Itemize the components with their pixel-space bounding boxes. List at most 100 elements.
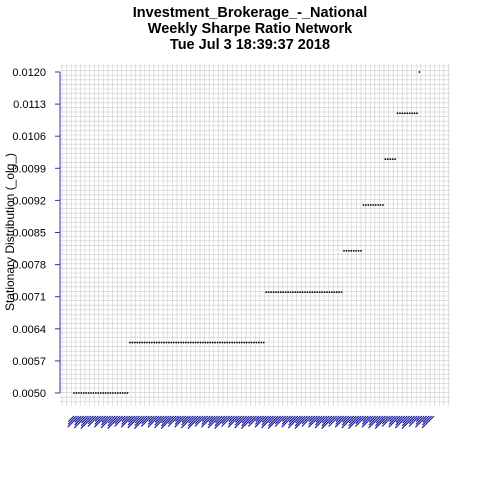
y-tick-label: 0.0085 [12,228,46,240]
data-point [129,341,131,344]
data-point [126,392,129,394]
x-tick-label-mark [394,415,408,429]
x-tick-label-mark [120,415,133,428]
data-point [416,112,418,115]
chart-title: Investment_Brokerage_-_National Weekly S… [0,5,480,53]
x-tick-label-mark [361,415,372,425]
x-tick-label-mark [160,415,175,430]
x-tick-label-mark [87,415,97,425]
data-point [262,341,265,344]
x-tick-label-mark [335,415,345,425]
x-tick-label-mark [141,415,150,425]
data-point [321,291,324,294]
data-point [289,291,292,294]
data-point [136,341,139,344]
data-point [367,204,370,206]
data-point [121,392,124,394]
y-tick-label: 0.0050 [12,388,46,400]
x-tick-label-mark [127,415,141,429]
x-tick-label-mark [294,415,308,430]
data-point [282,291,285,294]
x-tick-label-mark [154,415,162,423]
x-tick-label-mark [301,415,313,427]
x-tick-label-mark [281,415,294,428]
x-tick-label-mark [240,415,255,430]
data-point [372,204,375,206]
data-point [292,291,294,294]
data-point [330,291,333,294]
x-tick-label-mark [375,415,384,424]
data-point [255,341,258,344]
data-point [189,341,192,344]
x-tick-label-mark [268,415,279,427]
data-point [284,291,287,294]
x-tick-label-mark [382,415,391,425]
x-tick-label-mark [388,415,398,425]
data-point [73,392,75,394]
data-point [102,392,105,394]
x-tick-label-mark [214,415,223,424]
x-tick-label-mark [268,415,277,424]
data-point [248,341,251,344]
x-tick-label-mark [328,415,338,425]
x-tick-label-mark [234,415,245,426]
x-tick-label-mark [168,415,177,425]
data-point [165,341,168,344]
x-tick-label-mark [388,415,401,428]
data-point [94,392,97,394]
data-point [153,341,156,344]
x-tick-label-mark [235,415,243,423]
data-point [333,291,336,294]
x-tick-label-mark [401,415,413,427]
x-tick-label-mark [421,415,435,429]
data-point [116,392,119,394]
data-point [221,341,224,344]
x-tick-label-mark [295,415,304,424]
data-point [199,341,202,344]
y-tick-label: 0.0057 [12,356,46,368]
x-tick-label-mark [228,415,235,423]
x-tick-label-mark [374,415,389,430]
data-point [403,112,406,115]
x-tick-label-mark [342,415,350,423]
y-tick-label: 0.0113 [13,99,46,111]
data-point [194,341,197,344]
data-point [124,392,126,394]
data-point [155,341,158,344]
x-tick-label-mark [375,415,386,427]
data-point [107,392,109,394]
data-point [236,341,238,344]
x-tick-label-mark [80,415,94,430]
data-point [257,341,260,344]
x-tick-label-mark [294,415,306,427]
data-point [177,341,180,344]
data-point [184,341,187,344]
x-tick-label-mark [402,415,411,424]
x-tick-label-mark [241,415,252,427]
x-tick-label-mark [381,415,394,427]
x-tick-label-mark [194,415,206,427]
x-tick-label-mark [287,415,301,429]
x-tick-label-mark [174,415,184,425]
data-point [267,291,270,294]
x-tick-label-mark [321,415,333,427]
data-point [369,204,372,206]
data-point [304,291,306,294]
data-point [364,204,367,206]
data-points [73,71,421,394]
x-tick-label-mark [415,415,423,423]
x-tick-label-mark [154,415,165,426]
x-tick-label-mark [335,415,342,423]
x-tick-label-mark [415,415,428,428]
x-tick-label-mark [368,415,381,429]
data-point [109,392,112,394]
x-tick-label-mark [121,415,128,423]
x-tick-label-mark [328,415,340,427]
x-tick-label-mark [314,415,328,429]
x-tick-label-mark [288,415,296,423]
x-tick-label-mark [167,415,180,427]
data-point [360,249,362,252]
data-point [272,291,275,294]
x-tick-label-mark [87,415,99,427]
x-tick-label-mark [81,415,90,424]
